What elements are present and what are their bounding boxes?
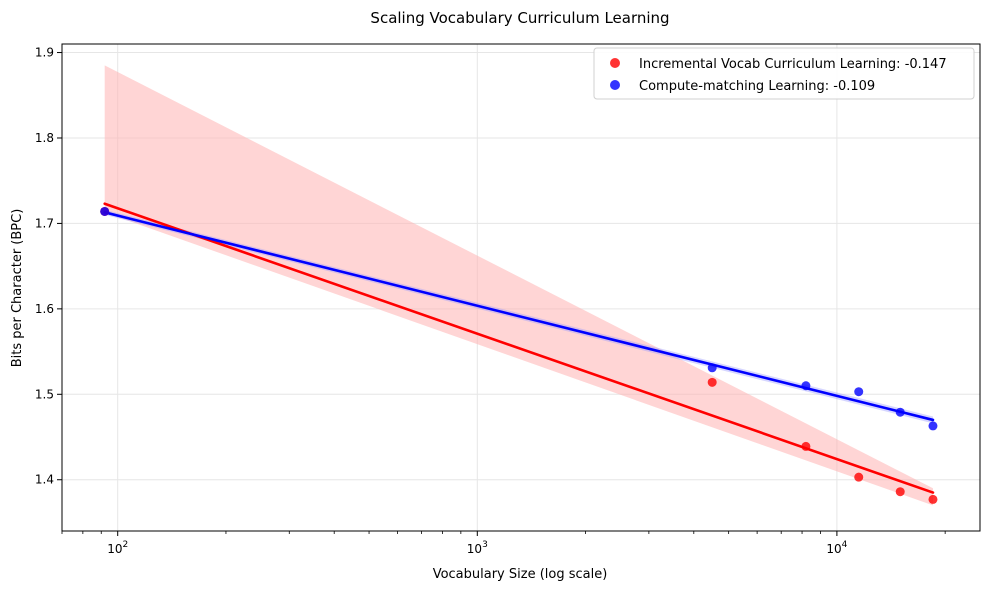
fit-line-compute-matching bbox=[103, 211, 935, 422]
y-tick-label: 1.4 bbox=[35, 473, 54, 487]
y-tick-label: 1.7 bbox=[35, 216, 54, 230]
x-tick-label: 104 bbox=[826, 540, 847, 556]
plot-area-frame bbox=[61, 43, 981, 532]
data-point-compute-matching bbox=[854, 387, 864, 397]
data-point-compute-matching bbox=[100, 206, 110, 216]
data-point-compute-matching bbox=[707, 363, 717, 373]
data-point-incremental bbox=[895, 487, 905, 497]
data-point-compute-matching bbox=[928, 421, 938, 431]
legend-marker-compute-matching bbox=[610, 80, 620, 90]
y-tick-label: 1.8 bbox=[35, 131, 54, 145]
x-tick-label-exponent: 2 bbox=[122, 540, 128, 550]
y-tick-label: 1.5 bbox=[35, 387, 54, 401]
x-axis-label: Vocabulary Size (log scale) bbox=[433, 567, 608, 582]
data-point-compute-matching bbox=[895, 407, 905, 417]
legend-box bbox=[593, 47, 975, 100]
y-axis-ticks: 1.4 1.5 1.6 1.7 1.8 1.9 bbox=[35, 46, 62, 487]
legend: Incremental Vocab Curriculum Learning: -… bbox=[593, 47, 975, 100]
chart-title: Scaling Vocabulary Curriculum Learning bbox=[370, 9, 669, 27]
x-tick-label-base: 10 bbox=[467, 542, 482, 556]
confidence-band-incremental bbox=[104, 65, 933, 506]
legend-marker-incremental bbox=[610, 58, 620, 68]
fit-lines bbox=[103, 202, 935, 494]
data-points bbox=[100, 206, 938, 504]
data-point-compute-matching bbox=[801, 381, 811, 391]
fit-line-incremental bbox=[103, 202, 935, 494]
x-tick-label: 102 bbox=[107, 540, 128, 556]
x-tick-label-exponent: 4 bbox=[842, 540, 848, 550]
y-tick-label: 1.9 bbox=[35, 46, 54, 60]
data-point-incremental bbox=[928, 494, 938, 504]
x-tick-label-base: 10 bbox=[826, 542, 841, 556]
legend-label-compute-matching: Compute-matching Learning: -0.109 bbox=[639, 79, 875, 94]
x-tick-label: 103 bbox=[467, 540, 488, 556]
data-point-incremental bbox=[854, 472, 864, 482]
confidence-bands bbox=[104, 65, 933, 506]
x-tick-label-base: 10 bbox=[107, 542, 122, 556]
x-tick-label-exponent: 3 bbox=[482, 540, 488, 550]
y-axis-label: Bits per Character (BPC) bbox=[10, 209, 25, 368]
x-axis-ticks: 102 103 104 bbox=[61, 531, 946, 556]
data-point-incremental bbox=[801, 441, 811, 451]
y-tick-label: 1.6 bbox=[35, 302, 54, 316]
legend-label-incremental: Incremental Vocab Curriculum Learning: -… bbox=[639, 57, 947, 72]
data-point-incremental bbox=[707, 377, 717, 387]
